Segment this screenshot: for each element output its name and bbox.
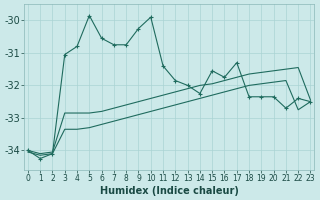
X-axis label: Humidex (Indice chaleur): Humidex (Indice chaleur) [100,186,239,196]
